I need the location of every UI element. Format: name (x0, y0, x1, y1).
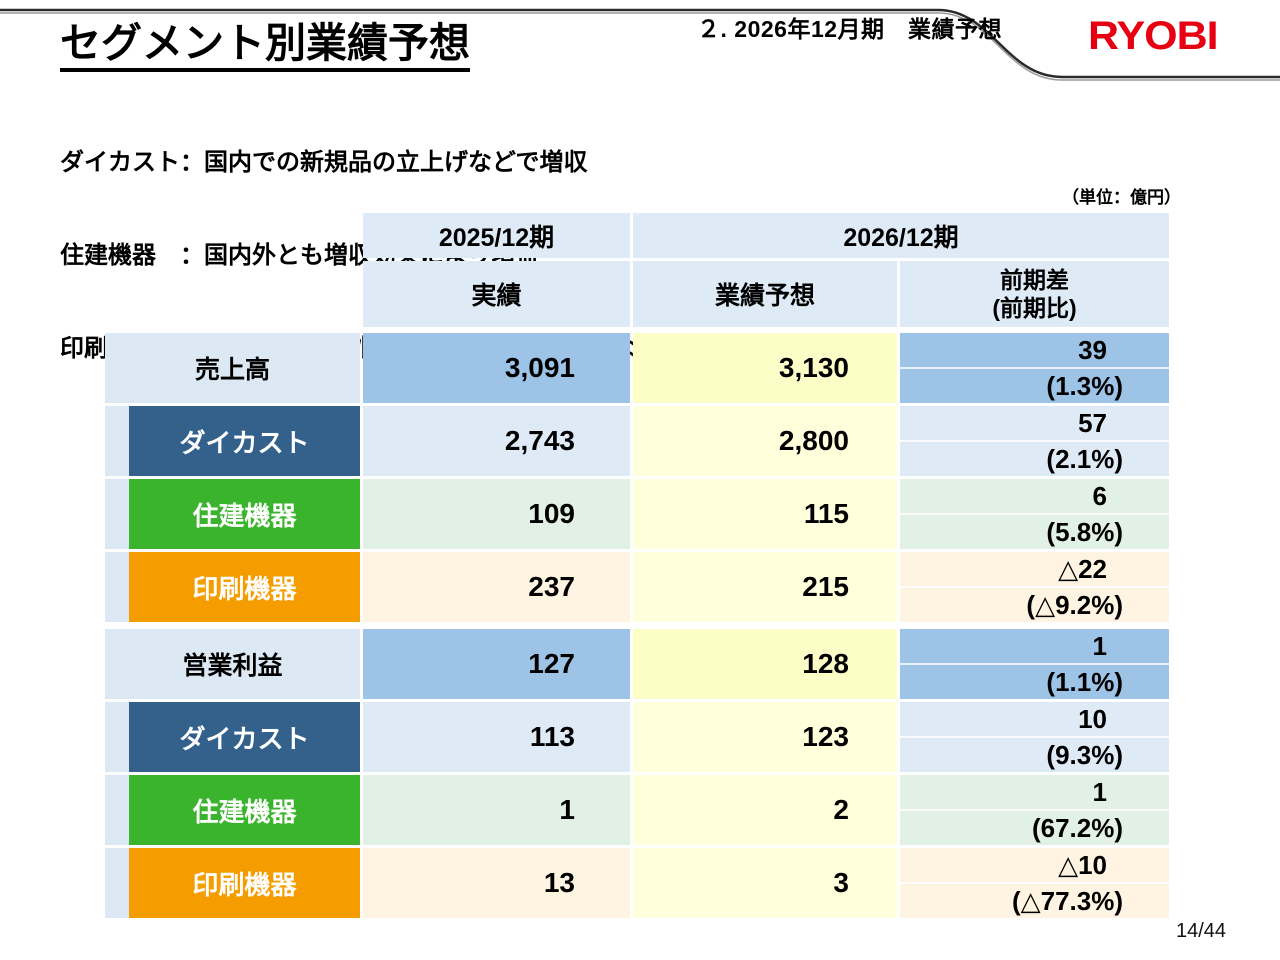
row-label: ダイカスト (129, 702, 360, 772)
indent-strip (105, 479, 129, 549)
header-divider-line (0, 8, 1280, 81)
diff-percent: (5.8%) (1046, 516, 1123, 547)
header-forecast: 業績予想 (633, 261, 897, 327)
cell-diff: 1 (67.2%) (900, 775, 1169, 845)
header-diff-line1: 前期差 (999, 267, 1069, 293)
row-label-group: 住建機器 (105, 479, 360, 549)
page-number: 14/44 (1176, 920, 1227, 942)
row-label: ダイカスト (129, 406, 360, 476)
cell-forecast: 128 (633, 629, 897, 699)
cell-actual: 13 (363, 848, 630, 918)
bullet-diecast: ダイカスト：国内での新規品の立上げなどで増収 (60, 149, 588, 176)
indent-strip (105, 552, 129, 622)
table-header-row-measures: 実績 業績予想 前期差 (前期比) (105, 261, 1169, 327)
diff-percent: (1.3%) (1046, 370, 1123, 401)
header-fy2025: 2025/12期 (363, 213, 630, 258)
table-header-row-fiscal: 2025/12期 2026/12期 (105, 213, 1169, 258)
unit-note: （単位：億円） (1062, 188, 1181, 207)
diff-percent: (△9.2%) (1026, 589, 1123, 620)
cell-actual: 3,091 (363, 333, 630, 403)
row-label-group: 住建機器 (105, 775, 360, 845)
cell-actual: 237 (363, 552, 630, 622)
diff-value: △10 (900, 849, 1169, 884)
table-row-profit-housing: 住建機器 1 2 1 (67.2%) (105, 775, 1169, 845)
diff-percent: (9.3%) (1046, 739, 1123, 770)
diff-percent: (△77.3%) (1011, 885, 1123, 916)
header-spacer (105, 213, 360, 258)
cell-forecast: 115 (633, 479, 897, 549)
diff-value: 1 (900, 630, 1169, 665)
table-row-sales-printing: 印刷機器 237 215 △22 (△9.2%) (105, 552, 1169, 622)
cell-forecast: 215 (633, 552, 897, 622)
cell-forecast: 123 (633, 702, 897, 772)
row-label: 印刷機器 (129, 848, 360, 918)
diff-percent: (2.1%) (1046, 443, 1123, 474)
table-row-profit-printing: 印刷機器 13 3 △10 (△77.3%) (105, 848, 1169, 918)
cell-diff: △10 (△77.3%) (900, 848, 1169, 918)
diff-value: 10 (900, 703, 1169, 738)
segment-forecast-table: 2025/12期 2026/12期 実績 業績予想 前期差 (前期比) 売上高 … (105, 213, 1169, 921)
page-title: セグメント別業績予想 (60, 20, 470, 73)
diff-value: 6 (900, 480, 1169, 515)
indent-strip (105, 775, 129, 845)
cell-actual: 113 (363, 702, 630, 772)
diff-value: 1 (900, 776, 1169, 811)
cell-forecast: 2,800 (633, 406, 897, 476)
indent-strip (105, 848, 129, 918)
diff-percent: (1.1%) (1046, 666, 1123, 697)
cell-diff: 6 (5.8%) (900, 479, 1169, 549)
row-label: 住建機器 (129, 479, 360, 549)
row-label: 住建機器 (129, 775, 360, 845)
row-label: 営業利益 (105, 629, 360, 699)
diff-value: 39 (900, 334, 1169, 369)
diff-value: 57 (900, 407, 1169, 442)
row-label-group: ダイカスト (105, 406, 360, 476)
row-label: 印刷機器 (129, 552, 360, 622)
cell-actual: 127 (363, 629, 630, 699)
diff-percent: (67.2%) (1031, 812, 1123, 843)
cell-forecast: 3,130 (633, 333, 897, 403)
cell-forecast: 2 (633, 775, 897, 845)
row-label: 売上高 (105, 333, 360, 403)
row-label-group: 印刷機器 (105, 848, 360, 918)
table-row-profit-diecast: ダイカスト 113 123 10 (9.3%) (105, 702, 1169, 772)
cell-diff: 1 (1.1%) (900, 629, 1169, 699)
header-fy2026: 2026/12期 (633, 213, 1169, 258)
header-actual: 実績 (363, 261, 630, 327)
header-diff-line2: (前期比) (992, 295, 1077, 321)
header-spacer (105, 261, 360, 327)
table-row-sales-diecast: ダイカスト 2,743 2,800 57 (2.1%) (105, 406, 1169, 476)
section-header: ２. 2026年12月期 業績予想 (697, 16, 1003, 42)
row-label-group: 印刷機器 (105, 552, 360, 622)
ryobi-logo: RYOBI (1088, 13, 1219, 59)
row-label-group: ダイカスト (105, 702, 360, 772)
cell-diff: 57 (2.1%) (900, 406, 1169, 476)
indent-strip (105, 406, 129, 476)
cell-diff: 39 (1.3%) (900, 333, 1169, 403)
table-row-sales-housing: 住建機器 109 115 6 (5.8%) (105, 479, 1169, 549)
indent-strip (105, 702, 129, 772)
cell-forecast: 3 (633, 848, 897, 918)
table-row-sales-total: 売上高 3,091 3,130 39 (1.3%) (105, 333, 1169, 403)
cell-actual: 2,743 (363, 406, 630, 476)
cell-diff: 10 (9.3%) (900, 702, 1169, 772)
table-row-profit-total: 営業利益 127 128 1 (1.1%) (105, 629, 1169, 699)
cell-actual: 1 (363, 775, 630, 845)
header-diff: 前期差 (前期比) (900, 261, 1169, 327)
cell-diff: △22 (△9.2%) (900, 552, 1169, 622)
cell-actual: 109 (363, 479, 630, 549)
diff-value: △22 (900, 553, 1169, 588)
